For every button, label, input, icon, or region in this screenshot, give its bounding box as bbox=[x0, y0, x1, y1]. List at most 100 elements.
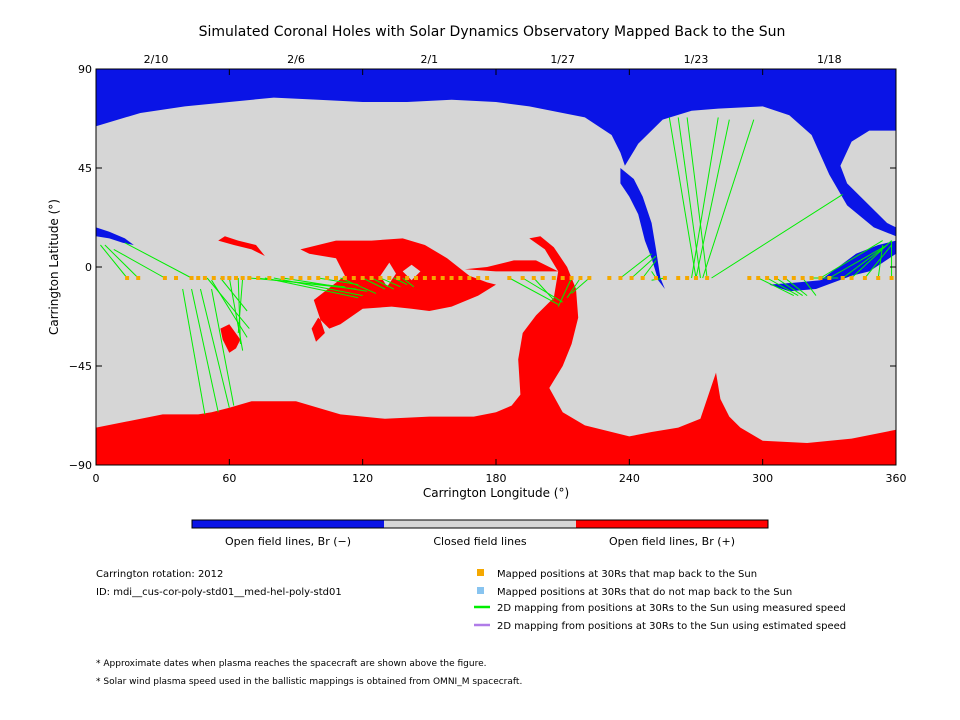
legend-label-estimated: 2D mapping from positions at 30Rs to the… bbox=[497, 621, 846, 632]
mapping-line bbox=[402, 277, 415, 288]
mapped-point bbox=[507, 276, 512, 280]
south-east-hole bbox=[769, 240, 896, 292]
closed-island-1 bbox=[380, 262, 396, 287]
small-patch-west bbox=[220, 324, 241, 353]
x-tick-label: 120 bbox=[352, 472, 373, 485]
mapped-point bbox=[440, 276, 445, 280]
mapping-line bbox=[533, 277, 555, 301]
carrington-rotation: Carrington rotation: 2012 bbox=[96, 569, 223, 580]
mapped-point bbox=[405, 276, 410, 280]
y-tick-label: −90 bbox=[69, 459, 92, 472]
mapped-points bbox=[125, 276, 894, 280]
mapping-line bbox=[237, 277, 244, 334]
closed-island-2 bbox=[402, 264, 421, 281]
mapping-line bbox=[124, 242, 192, 279]
mapping-line bbox=[877, 244, 884, 279]
colorbar-label-negative: Open field lines, Br (−) bbox=[225, 535, 351, 548]
y-axis-label: Carrington Latitude (°) bbox=[47, 199, 61, 335]
y-axis-ticks: 90 45 0 −45 −90 bbox=[69, 63, 896, 472]
mapped-point bbox=[234, 276, 238, 280]
mapped-point bbox=[325, 276, 330, 280]
top-date-label: 2/6 bbox=[287, 53, 305, 66]
mapped-point bbox=[765, 276, 770, 280]
mapping-line bbox=[571, 277, 590, 294]
mapped-point bbox=[618, 276, 623, 280]
mapped-point bbox=[800, 276, 805, 280]
mapped-point bbox=[889, 276, 894, 280]
mapped-point bbox=[791, 276, 796, 280]
mapping-line bbox=[340, 277, 377, 294]
mapping-line bbox=[211, 279, 248, 338]
mapping-line bbox=[851, 240, 892, 279]
mapped-point bbox=[431, 276, 436, 280]
mapped-point bbox=[162, 276, 167, 280]
ribbon-arc-south bbox=[464, 260, 559, 272]
x-tick-label: 60 bbox=[222, 472, 236, 485]
legend-label-mapped: Mapped positions at 30Rs that map back t… bbox=[497, 569, 757, 580]
x-axis-label: Carrington Longitude (°) bbox=[423, 486, 569, 500]
mapping-lines bbox=[100, 117, 893, 415]
mapped-point bbox=[640, 276, 645, 280]
mapping-line bbox=[668, 117, 697, 279]
legend: Mapped positions at 30Rs that map back t… bbox=[474, 569, 846, 632]
mapping-line bbox=[842, 244, 888, 279]
mapped-point bbox=[307, 276, 312, 280]
x-tick-label: 180 bbox=[486, 472, 507, 485]
y-tick-label: −45 bbox=[69, 360, 92, 373]
mapping-line bbox=[282, 277, 368, 292]
mapped-point bbox=[378, 276, 383, 280]
mapped-point bbox=[211, 276, 216, 280]
west-edge-lobe bbox=[96, 227, 134, 245]
mapped-point bbox=[458, 276, 463, 280]
mapped-point bbox=[196, 276, 201, 280]
mapped-point bbox=[449, 276, 454, 280]
mapping-line bbox=[362, 277, 386, 290]
mapped-point bbox=[174, 276, 178, 280]
legend-label-measured: 2D mapping from positions at 30Rs to the… bbox=[497, 603, 846, 614]
footnote-dates: * Approximate dates when plasma reaches … bbox=[96, 659, 487, 669]
mapped-point bbox=[247, 276, 252, 280]
mapped-point bbox=[396, 276, 401, 280]
mapping-line bbox=[182, 288, 206, 415]
colorbar-label-positive: Open field lines, Br (+) bbox=[609, 535, 735, 548]
mapped-point bbox=[840, 276, 845, 280]
small-loop-north bbox=[218, 236, 265, 256]
mapping-line bbox=[820, 240, 883, 279]
mapping-line bbox=[100, 244, 128, 279]
mapping-line bbox=[620, 253, 652, 279]
chart-title: Simulated Coronal Holes with Solar Dynam… bbox=[199, 24, 786, 40]
mapping-line bbox=[113, 248, 166, 279]
mapping-line bbox=[766, 277, 799, 297]
colorbar-positive bbox=[576, 520, 768, 528]
mapped-point bbox=[520, 276, 525, 280]
south-polar-cap bbox=[96, 236, 896, 465]
mapped-point bbox=[747, 276, 752, 280]
north-extension-lobe bbox=[620, 168, 665, 289]
mapped-point bbox=[387, 276, 392, 280]
map-plot bbox=[95, 68, 897, 466]
model-id: ID: mdi__cus-cor-poly-std01__med-hel-pol… bbox=[96, 587, 342, 598]
mapped-point bbox=[676, 276, 681, 280]
negative-open-regions bbox=[96, 69, 896, 292]
mapped-point bbox=[654, 276, 658, 280]
legend-marker-mapped bbox=[477, 569, 484, 576]
top-date-label: 1/27 bbox=[550, 53, 575, 66]
top-date-label: 1/18 bbox=[817, 53, 842, 66]
mapping-line bbox=[566, 277, 581, 299]
x-tick-label: 300 bbox=[752, 472, 773, 485]
mapping-line bbox=[237, 277, 241, 345]
mapped-point bbox=[876, 276, 881, 280]
mapped-point bbox=[818, 276, 823, 280]
mapping-line bbox=[206, 277, 250, 329]
mapped-point bbox=[578, 276, 583, 280]
mapping-line bbox=[393, 277, 408, 286]
mapping-line bbox=[509, 277, 559, 305]
mapping-line bbox=[557, 277, 573, 307]
mapped-point bbox=[705, 276, 710, 280]
mapped-point bbox=[189, 276, 194, 280]
mapping-line bbox=[318, 277, 359, 286]
mapping-line bbox=[758, 277, 794, 297]
y-tick-label: 90 bbox=[78, 63, 92, 76]
mapped-point bbox=[587, 276, 592, 280]
colorbar-closed bbox=[384, 520, 576, 528]
